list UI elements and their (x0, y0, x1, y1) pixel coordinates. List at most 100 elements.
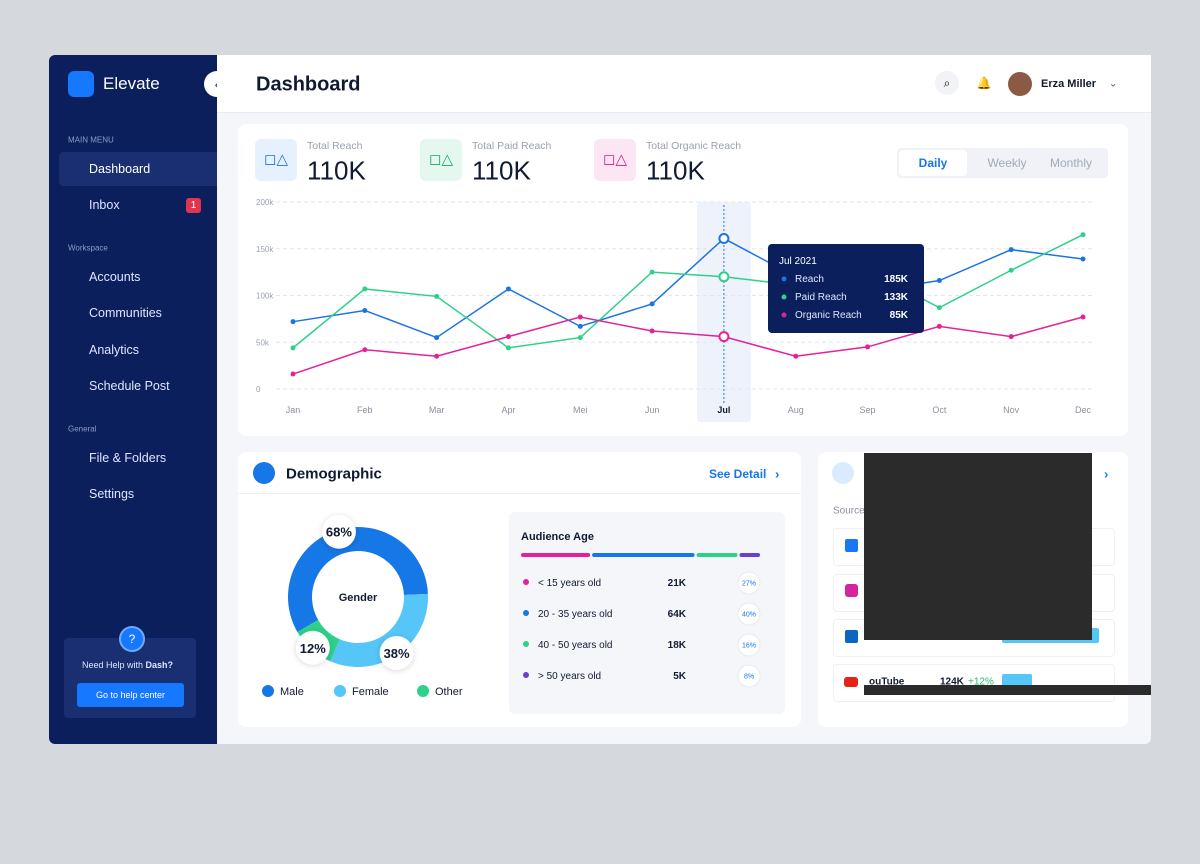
help-text: Need Help with Dash? (82, 660, 173, 670)
point (1008, 247, 1014, 253)
user-name[interactable]: Erza Miller (1041, 78, 1097, 90)
point (936, 278, 942, 284)
tooltip-name: Organic Reach (795, 310, 862, 321)
x-tick-label: Oct (932, 405, 947, 415)
help-text: Need Help with (82, 660, 144, 670)
line (292, 316, 1084, 375)
brand-logo (68, 71, 94, 97)
source-name: ouTube (869, 676, 905, 688)
age-dot (523, 672, 529, 678)
legend-label: Male (280, 686, 304, 698)
facebook-icon (845, 539, 858, 552)
point (434, 353, 440, 359)
chevron[interactable]: › (775, 466, 780, 482)
stat-icon: ◻△ (594, 139, 636, 181)
chevron[interactable]: › (1104, 466, 1109, 482)
nav-item[interactable]: Dashboard (89, 162, 151, 176)
donut-value-label: 12% (300, 641, 326, 656)
donut-value-label: 68% (326, 525, 352, 540)
line (292, 234, 1084, 349)
y-tick-label: 100k (256, 292, 274, 301)
x-tick-label: Mei (573, 405, 588, 415)
tooltip-name: Reach (795, 274, 824, 285)
instagram-icon (845, 584, 858, 597)
see-detail-link[interactable]: See Detail (709, 467, 767, 481)
brand-name: Elevate (103, 74, 160, 93)
x-tick-label: Apr (501, 405, 515, 415)
page-title: Dashboard (256, 73, 361, 96)
progress-bar (1002, 674, 1032, 687)
label-bubble (295, 630, 330, 665)
point (649, 328, 655, 334)
age-count: 18K (668, 640, 687, 651)
point (577, 335, 583, 341)
stat-icon: ◻△ (255, 139, 297, 181)
age-label: > 50 years old (538, 671, 601, 682)
x-tick-label: Feb (357, 405, 373, 415)
point (1080, 232, 1086, 238)
point (649, 269, 655, 275)
point (718, 232, 730, 244)
tab[interactable]: Daily (918, 156, 948, 170)
y-tick-label: 50k (256, 338, 270, 347)
search-button[interactable]: ⌕ (935, 71, 959, 95)
point (577, 314, 583, 320)
legend-swatch (417, 685, 429, 697)
help-bold: Dash? (145, 660, 174, 670)
point (362, 286, 368, 292)
x-tick-label: Jul (717, 405, 730, 415)
source-row (833, 664, 1115, 702)
age-share-bar (521, 553, 591, 557)
point (362, 307, 368, 313)
x-tick-label: Mar (429, 405, 445, 415)
card-icon (832, 462, 854, 484)
point (865, 344, 871, 350)
tooltip-title: Jul 2021 (779, 256, 817, 267)
tooltip-name: Paid Reach (795, 292, 847, 303)
legend-swatch (262, 685, 274, 697)
stat-value: 110K (307, 155, 366, 186)
point (1080, 256, 1086, 262)
age-count: 5K (673, 671, 687, 682)
age-count: 64K (668, 609, 687, 620)
point (649, 301, 655, 307)
source-header: Source (833, 505, 865, 517)
tooltip-dot (781, 294, 787, 300)
card-title: Demographic (286, 465, 382, 483)
tab[interactable]: Weekly (987, 156, 1027, 170)
nav-item[interactable]: File & Folders (89, 451, 167, 465)
nav-item[interactable]: Communities (89, 306, 162, 320)
stat-label: Total Reach (307, 140, 363, 152)
nav-item[interactable]: Schedule Post (89, 379, 170, 393)
section-title: MAIN MENU (68, 135, 114, 145)
x-tick-label: Sep (860, 405, 876, 415)
nav-item[interactable]: Inbox (89, 198, 120, 212)
nav-item[interactable]: Analytics (89, 343, 140, 357)
donut-value-label: 38% (384, 646, 410, 661)
legend-label: Other (435, 686, 463, 698)
stat-value: 110K (646, 155, 705, 186)
point (936, 323, 942, 329)
tab[interactable]: Monthly (1049, 156, 1093, 170)
avatar[interactable] (1008, 72, 1032, 96)
tooltip (768, 244, 924, 333)
redaction (864, 453, 1092, 640)
nav-item[interactable]: Settings (89, 487, 135, 501)
point (290, 345, 296, 351)
help-icon: ? (119, 626, 145, 652)
x-tick-label: Aug (788, 405, 804, 415)
point (1008, 334, 1014, 340)
x-tick-label: Jun (645, 405, 660, 415)
point (1080, 314, 1086, 320)
section-title: General (68, 424, 97, 434)
divider (238, 493, 801, 494)
help-button[interactable]: Go to help center (77, 683, 184, 707)
nav-item[interactable]: Accounts (89, 270, 141, 284)
tooltip-dot (781, 276, 787, 282)
user-menu-chevron[interactable]: ⌄ (1109, 78, 1118, 90)
point (793, 353, 799, 359)
redaction (864, 685, 1151, 695)
header (217, 55, 1151, 113)
notification-button[interactable]: 🔔 (976, 76, 992, 90)
